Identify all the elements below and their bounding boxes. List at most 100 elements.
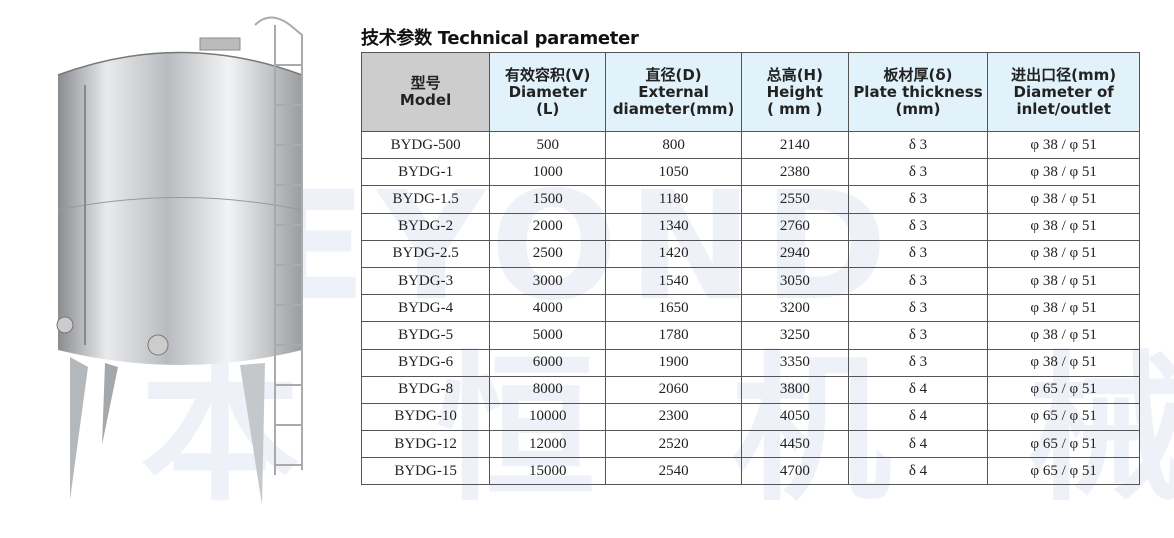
table-cell: 10000: [489, 402, 607, 432]
table-cell: BYDG-1: [360, 158, 491, 187]
table-cell: 4050: [740, 402, 849, 432]
table-cell: 2520: [605, 430, 742, 459]
table-cell: 1540: [605, 266, 742, 296]
header-zh: 总高(H): [766, 65, 823, 84]
header-en2: inlet/outlet: [1016, 99, 1111, 118]
header-en2: diameter(mm): [612, 99, 735, 118]
table-cell: 4700: [740, 457, 849, 486]
table-cell: 1650: [605, 294, 742, 323]
table-cell: 3250: [740, 321, 849, 350]
table-cell: BYDG-2.5: [360, 239, 491, 268]
table-cell: BYDG-8: [360, 375, 491, 404]
table-cell: 4000: [489, 294, 607, 323]
technical-parameter-table: 型号 Model 有效容积(V) Diameter (L) 直径(D) External di…: [360, 52, 1140, 486]
table-cell: 8000: [489, 375, 607, 404]
header-zh: 直径(D): [645, 65, 702, 84]
header-zh: 进出口径(mm): [1011, 65, 1117, 84]
table-cell: 15000: [489, 457, 607, 486]
table-cell: 2540: [605, 457, 742, 486]
table-cell: BYDG-12: [360, 430, 491, 459]
header-en2: (L): [536, 99, 560, 118]
table-cell: 3200: [740, 294, 849, 323]
table-cell: φ 38 / φ 51: [987, 130, 1140, 160]
table-cell: δ 4: [847, 375, 989, 404]
storage-tank-image: [56, 16, 303, 505]
table-cell: 3350: [740, 348, 849, 377]
table-cell: φ 65 / φ 51: [987, 457, 1140, 486]
table-cell: φ 38 / φ 51: [987, 294, 1140, 323]
table-cell: BYDG-2: [360, 212, 491, 241]
table-cell: 2500: [489, 239, 607, 268]
table-cell: φ 38 / φ 51: [987, 321, 1140, 350]
table-cell: 500: [489, 130, 607, 160]
table-cell: 6000: [489, 348, 607, 377]
table-cell: BYDG-4: [360, 294, 491, 323]
table-cell: 2060: [605, 375, 742, 404]
table-cell: δ 3: [847, 294, 989, 323]
table-cell: 1500: [489, 185, 607, 214]
table-cell: 2550: [740, 185, 849, 214]
table-cell: BYDG-15: [360, 457, 491, 486]
table-cell: φ 38 / φ 51: [987, 348, 1140, 377]
table-cell: 2000: [489, 212, 607, 241]
table-cell: φ 65 / φ 51: [987, 402, 1140, 432]
table-cell: 2380: [740, 158, 849, 187]
column-header: 板材厚(δ) Plate thickness (mm): [847, 52, 989, 132]
table-cell: 2760: [740, 212, 849, 241]
table-cell: φ 38 / φ 51: [987, 212, 1140, 241]
table-cell: 2300: [605, 402, 742, 432]
table-cell: 4450: [740, 430, 849, 459]
table-cell: 12000: [489, 430, 607, 459]
table-cell: BYDG-3: [360, 266, 491, 296]
header-en1: Diameter of: [1013, 82, 1114, 101]
table-cell: δ 3: [847, 266, 989, 296]
table-cell: δ 3: [847, 130, 989, 160]
table-cell: δ 3: [847, 212, 989, 241]
table-cell: 1900: [605, 348, 742, 377]
table-cell: BYDG-1.5: [360, 185, 491, 214]
header-en1: Height: [766, 82, 824, 101]
column-header: 型号 Model: [360, 52, 491, 132]
table-cell: δ 3: [847, 185, 989, 214]
header-en2: (mm): [895, 99, 941, 118]
table-cell: 1000: [489, 158, 607, 187]
table-cell: 3800: [740, 375, 849, 404]
table-cell: BYDG-10: [360, 402, 491, 432]
table-cell: δ 4: [847, 430, 989, 459]
table-cell: 3000: [489, 266, 607, 296]
table-cell: 800: [605, 130, 742, 160]
header-zh: 有效容积(V): [505, 65, 591, 84]
header-en1: External: [638, 82, 709, 101]
table-cell: δ 3: [847, 321, 989, 350]
header-zh: 板材厚(δ): [883, 65, 953, 84]
table-cell: BYDG-5: [360, 321, 491, 350]
table-cell: 2140: [740, 130, 849, 160]
header-en1: Model: [399, 91, 452, 109]
table-cell: 3050: [740, 266, 849, 296]
header-en1: Diameter: [508, 82, 587, 101]
section-title: 技术参数 Technical parameter: [361, 28, 639, 49]
table-cell: δ 4: [847, 457, 989, 486]
table-cell: δ 3: [847, 348, 989, 377]
header-en1: Plate thickness: [853, 82, 983, 101]
table-cell: BYDG-500: [360, 130, 491, 160]
table-cell: 1050: [605, 158, 742, 187]
table-cell: δ 4: [847, 402, 989, 432]
table-cell: φ 65 / φ 51: [987, 375, 1140, 404]
table-cell: φ 38 / φ 51: [987, 266, 1140, 296]
column-header: 总高(H) Height( mm ): [740, 52, 849, 132]
header-en2: ( mm ): [767, 99, 823, 118]
table-cell: 2940: [740, 239, 849, 268]
